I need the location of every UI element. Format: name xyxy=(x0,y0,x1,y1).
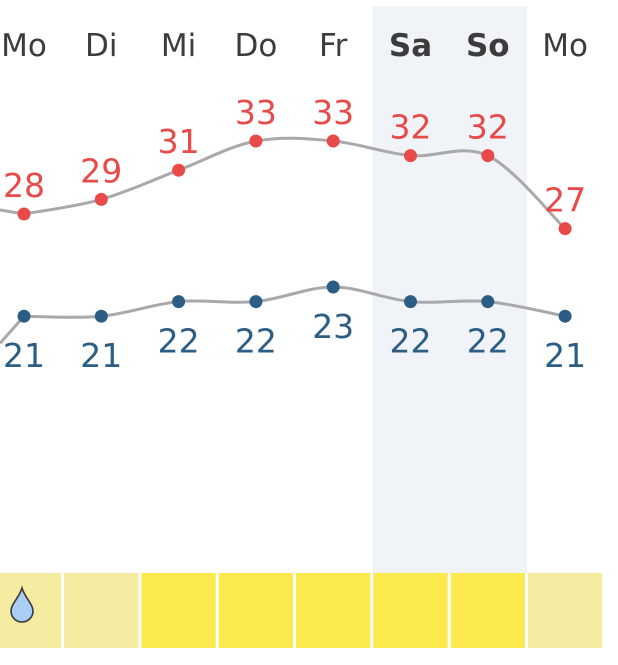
low-point-2 xyxy=(172,295,186,309)
high-point-6 xyxy=(481,149,495,163)
condition-tile-4 xyxy=(296,573,371,648)
condition-tile-5 xyxy=(373,573,448,648)
condition-tile-bg xyxy=(141,573,216,648)
condition-tile-bg xyxy=(450,573,525,648)
high-point-7 xyxy=(558,222,572,236)
weekend-band xyxy=(372,6,527,573)
high-label-7: 27 xyxy=(544,181,586,220)
condition-tile-3 xyxy=(218,573,294,648)
high-label-3: 33 xyxy=(235,93,277,132)
high-label-4: 33 xyxy=(312,93,354,132)
day-label-4: Fr xyxy=(319,28,348,64)
low-point-7 xyxy=(558,309,572,323)
day-label-3: Do xyxy=(234,28,277,64)
condition-tile-bg xyxy=(527,573,603,648)
day-label-6: So xyxy=(466,28,510,64)
day-label-2: Mi xyxy=(161,28,196,64)
condition-tile-0 xyxy=(0,573,62,648)
high-point-3 xyxy=(249,134,263,148)
condition-tiles xyxy=(0,573,603,648)
condition-tile-bg xyxy=(296,573,371,648)
low-label-2: 22 xyxy=(158,322,200,361)
condition-tile-1 xyxy=(64,573,139,648)
high-point-0 xyxy=(17,207,31,221)
high-label-5: 32 xyxy=(390,108,432,147)
temperature-points xyxy=(17,134,572,323)
day-label-1: Di xyxy=(85,28,117,64)
low-label-7: 21 xyxy=(544,336,586,375)
low-label-6: 22 xyxy=(467,322,509,361)
low-point-6 xyxy=(481,295,495,309)
low-label-5: 22 xyxy=(390,322,432,361)
high-label-1: 29 xyxy=(80,151,122,190)
day-label-7: Mo xyxy=(542,28,588,64)
condition-tile-2 xyxy=(141,573,216,648)
condition-tile-bg xyxy=(64,573,139,648)
day-label-5: Sa xyxy=(389,28,432,64)
low-point-4 xyxy=(326,280,340,294)
condition-tile-bg xyxy=(218,573,294,648)
high-label-6: 32 xyxy=(467,108,509,147)
low-label-1: 21 xyxy=(80,336,122,375)
high-point-1 xyxy=(94,192,108,206)
day-labels: Mo Di Mi Do Fr Sa So Mo xyxy=(1,28,588,64)
low-label-0: 21 xyxy=(3,336,45,375)
condition-tile-bg xyxy=(373,573,448,648)
low-label-4: 23 xyxy=(312,307,354,346)
condition-tile-7 xyxy=(527,573,603,648)
raindrop-icon xyxy=(10,585,34,623)
low-label-3: 22 xyxy=(235,322,277,361)
temperature-labels: 28 29 31 33 33 32 32 27 21 21 22 22 23 22 22 21 xyxy=(3,93,586,375)
condition-tile-6 xyxy=(450,573,525,648)
low-point-5 xyxy=(404,295,417,309)
high-point-2 xyxy=(172,163,186,177)
low-point-0 xyxy=(17,309,31,323)
high-point-5 xyxy=(404,149,417,163)
day-label-0: Mo xyxy=(1,28,47,64)
high-label-2: 31 xyxy=(158,122,200,161)
low-point-1 xyxy=(94,309,108,323)
high-label-0: 28 xyxy=(3,166,45,205)
low-point-3 xyxy=(249,295,263,309)
high-point-4 xyxy=(326,134,340,148)
